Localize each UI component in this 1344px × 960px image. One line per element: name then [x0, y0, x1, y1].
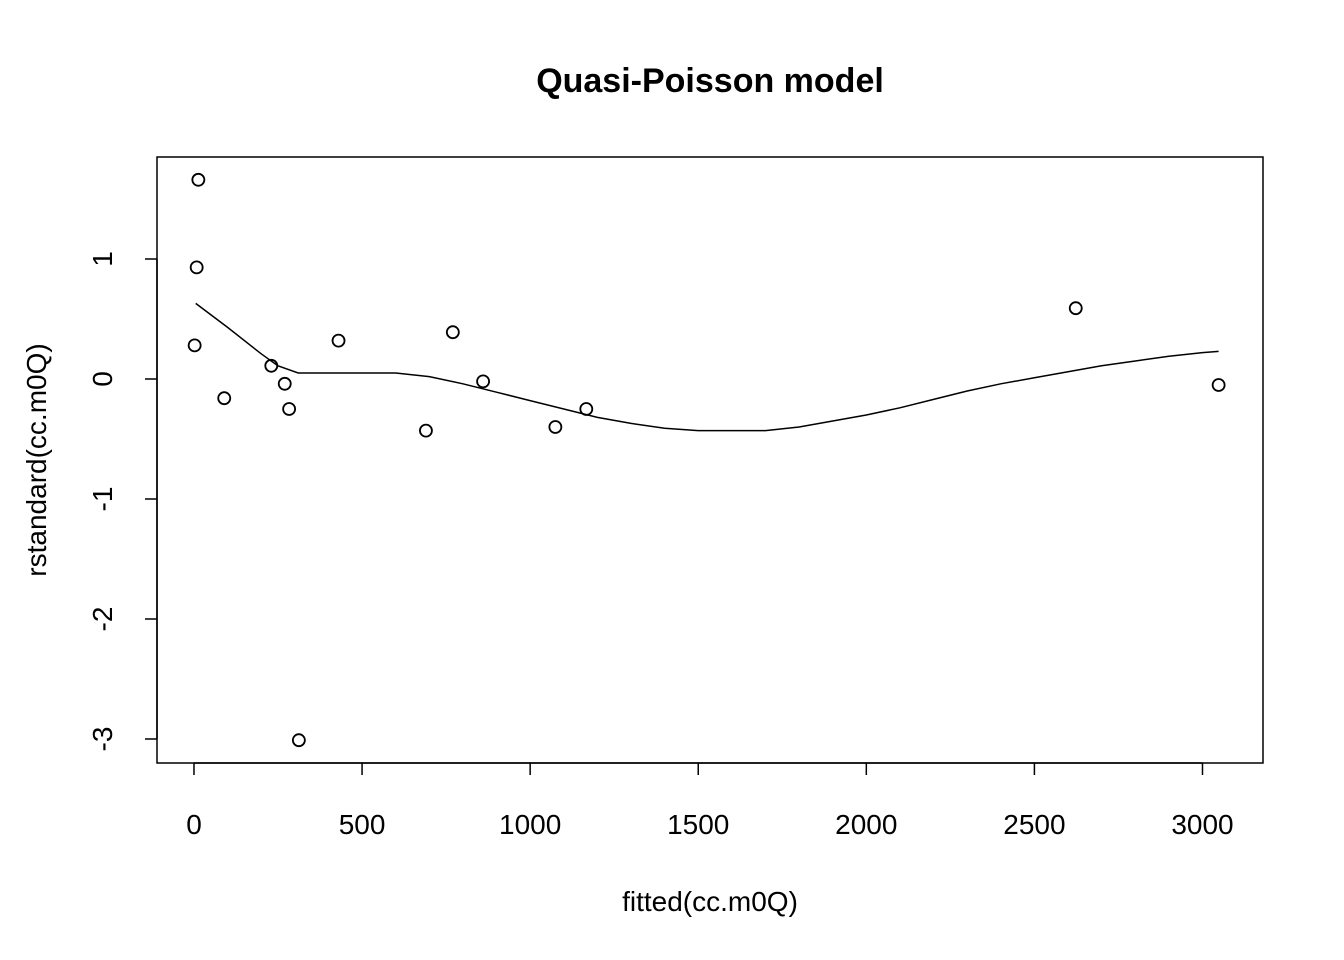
y-tick-label: -1 — [87, 487, 118, 512]
x-tick-label: 3000 — [1171, 809, 1233, 840]
chart-title: Quasi-Poisson model — [536, 62, 884, 100]
data-point — [277, 376, 292, 391]
y-tick-label: -3 — [87, 727, 118, 752]
x-tick-label: 2500 — [1003, 809, 1065, 840]
smooth-line — [195, 302, 1219, 432]
data-point — [445, 325, 460, 340]
x-tick-label: 500 — [339, 809, 386, 840]
y-tick-label: 0 — [87, 371, 118, 387]
plot-frame — [156, 156, 1264, 764]
y-axis: -3 -2 -1 0 1 — [87, 251, 158, 752]
data-point — [189, 260, 204, 275]
y-tick-label: 1 — [87, 251, 118, 267]
data-point — [579, 402, 594, 416]
data-point — [548, 420, 563, 434]
data-point — [264, 358, 279, 373]
x-axis: 0 500 1000 1500 2000 2500 3000 — [186, 762, 1234, 840]
points-layer — [187, 172, 1226, 748]
data-point — [419, 423, 433, 438]
y-axis-label: rstandard(cc.m0Q) — [21, 343, 52, 576]
y-tick-label: -2 — [87, 607, 118, 632]
data-point — [1211, 378, 1226, 392]
data-point — [191, 172, 206, 187]
data-point — [187, 338, 202, 353]
data-point — [217, 391, 232, 406]
x-tick-label: 0 — [186, 809, 202, 840]
data-point — [331, 333, 346, 348]
smooth-curve-layer — [195, 302, 1219, 432]
x-tick-label: 1500 — [667, 809, 729, 840]
data-point — [1068, 301, 1083, 316]
x-tick-label: 1000 — [499, 809, 561, 840]
data-point — [282, 402, 297, 416]
x-axis-label: fitted(cc.m0Q) — [622, 886, 798, 917]
data-point — [476, 374, 490, 389]
x-tick-label: 2000 — [835, 809, 897, 840]
data-point — [291, 733, 306, 748]
